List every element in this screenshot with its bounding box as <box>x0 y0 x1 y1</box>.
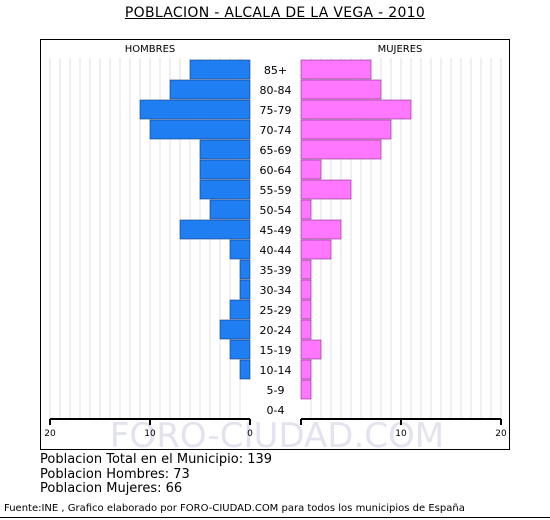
age-group-label: 5-9 <box>267 384 285 397</box>
x-tick-label: 10 <box>144 429 156 439</box>
bar-mujeres <box>300 59 372 80</box>
bar-mujeres <box>300 359 312 380</box>
bar-hombres <box>199 179 251 200</box>
age-group-label: 70-74 <box>260 124 292 137</box>
chart-frame <box>40 39 510 450</box>
population-summary: Poblacion Total en el Municipio: 139 Pob… <box>40 452 273 497</box>
legend-hombres: HOMBRES <box>125 44 176 55</box>
bar-hombres <box>199 159 251 180</box>
bar-mujeres <box>300 79 382 100</box>
bar-hombres <box>239 279 251 300</box>
x-tick-label: 20 <box>44 429 56 439</box>
summary-hombres: Poblacion Hombres: 73 <box>40 466 190 482</box>
age-group-label: 40-44 <box>260 244 292 257</box>
age-group-label: 30-34 <box>260 284 292 297</box>
watermark: FORO-CIUDAD.COM <box>110 416 444 456</box>
legend-mujeres: MUJERES <box>378 44 423 55</box>
bar-hombres <box>169 79 251 100</box>
age-group-label: 15-19 <box>260 344 292 357</box>
summary-total: Poblacion Total en el Municipio: 139 <box>40 452 273 467</box>
bar-hombres <box>239 359 251 380</box>
bar-hombres <box>189 59 251 80</box>
bar-mujeres <box>300 299 312 320</box>
source-note: Fuente:INE , Grafico elaborado por FORO-… <box>4 503 465 514</box>
bar-mujeres <box>300 339 322 360</box>
age-group-label: 75-79 <box>260 104 292 117</box>
bar-hombres <box>229 339 251 360</box>
bar-hombres <box>139 99 251 120</box>
age-group-label: 0-4 <box>267 404 285 417</box>
bottom-divider <box>0 517 550 518</box>
bar-mujeres <box>300 319 312 340</box>
age-group-label: 10-14 <box>260 364 292 377</box>
age-group-label: 25-29 <box>260 304 292 317</box>
bar-mujeres <box>300 279 312 300</box>
bar-mujeres <box>300 379 312 400</box>
summary-mujeres: Poblacion Mujeres: 66 <box>40 481 183 496</box>
bar-mujeres <box>300 139 382 160</box>
age-group-label: 45-49 <box>260 224 292 237</box>
bar-mujeres <box>300 199 312 220</box>
age-group-label: 85+ <box>264 64 287 77</box>
bar-mujeres <box>300 219 342 240</box>
bar-mujeres <box>300 239 332 260</box>
bar-hombres <box>209 199 251 220</box>
bar-hombres <box>239 259 251 280</box>
age-group-label: 80-84 <box>260 84 292 97</box>
bar-mujeres <box>300 159 322 180</box>
age-group-label: 60-64 <box>260 164 292 177</box>
bar-mujeres <box>300 179 352 200</box>
bar-mujeres <box>300 119 392 140</box>
x-tick-label: 20 <box>495 429 507 439</box>
bar-hombres <box>229 239 251 260</box>
bar-mujeres <box>300 259 312 280</box>
age-group-label: 20-24 <box>260 324 292 337</box>
x-tick-label: 10 <box>395 429 407 439</box>
bar-mujeres <box>300 99 412 120</box>
chart-title: POBLACION - ALCALA DE LA VEGA - 2010 <box>124 5 426 21</box>
age-group-label: 55-59 <box>260 184 292 197</box>
bar-hombres <box>229 299 251 320</box>
x-tick-label: 0 <box>247 429 253 439</box>
bar-hombres <box>199 139 251 160</box>
bar-hombres <box>179 219 251 240</box>
age-group-label: 35-39 <box>260 264 292 277</box>
age-group-label: 65-69 <box>260 144 292 157</box>
bar-hombres <box>219 319 251 340</box>
age-group-label: 50-54 <box>260 204 292 217</box>
bar-hombres <box>149 119 251 140</box>
